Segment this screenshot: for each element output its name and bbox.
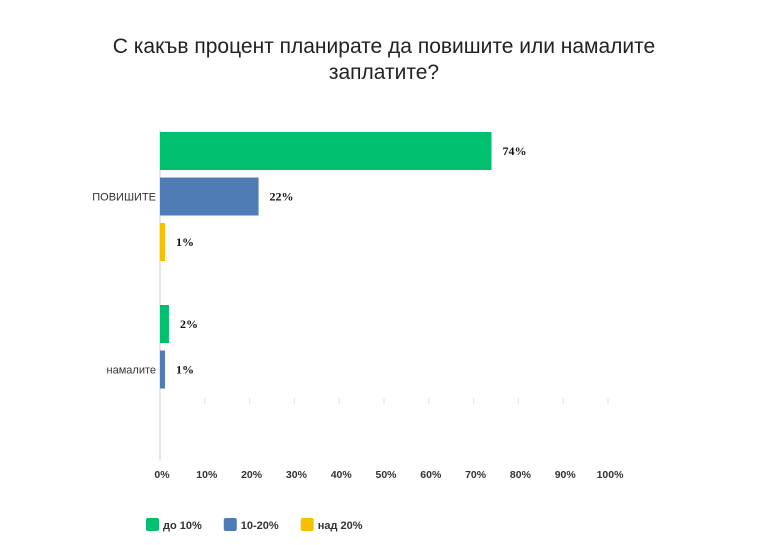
- grid-lines: [204, 398, 609, 404]
- legend-swatch: [300, 518, 314, 531]
- bar: [160, 350, 165, 389]
- x-tick-label: 60%: [420, 469, 442, 481]
- x-tick-label: 80%: [510, 469, 532, 481]
- x-tick-labels: 0% 10% 20% 30% 40% 50% 60% 70% 80% 90% 100%: [154, 469, 624, 481]
- bar: [160, 223, 165, 261]
- category-label: намалите: [107, 365, 156, 377]
- legend: до 10% 10-20% над 20%: [146, 518, 363, 532]
- data-label: 1%: [176, 235, 194, 249]
- x-tick-label: 40%: [331, 469, 353, 481]
- data-label: 1%: [176, 363, 194, 377]
- data-label: 74%: [503, 144, 527, 158]
- legend-swatch: [146, 518, 159, 531]
- legend-label: до 10%: [163, 520, 202, 532]
- legend-label: над 20%: [318, 520, 363, 532]
- x-tick-label: 30%: [286, 469, 308, 481]
- x-tick-label: 50%: [375, 469, 397, 481]
- data-label: 22%: [270, 190, 294, 204]
- bars: [160, 132, 492, 389]
- bar: [160, 177, 259, 216]
- category-labels: ПОВИШИТЕ намалите: [92, 192, 156, 377]
- x-tick-label: 10%: [196, 469, 218, 481]
- legend-label: 10-20%: [241, 520, 279, 532]
- data-label: 2%: [180, 317, 198, 331]
- bar: [160, 305, 169, 343]
- x-tick-label: 0%: [154, 469, 170, 481]
- x-tick-label: 70%: [465, 469, 487, 481]
- category-label: ПОВИШИТЕ: [92, 192, 156, 204]
- x-tick-label: 20%: [241, 469, 263, 481]
- bar: [160, 132, 492, 170]
- x-tick-label: 100%: [597, 469, 625, 481]
- chart-title: С какъв процент планирате да повишите ил…: [112, 35, 656, 84]
- legend-swatch: [223, 518, 237, 531]
- data-labels: 74% 22% 1% 2% 1%: [176, 144, 527, 377]
- x-tick-label: 90%: [555, 469, 577, 481]
